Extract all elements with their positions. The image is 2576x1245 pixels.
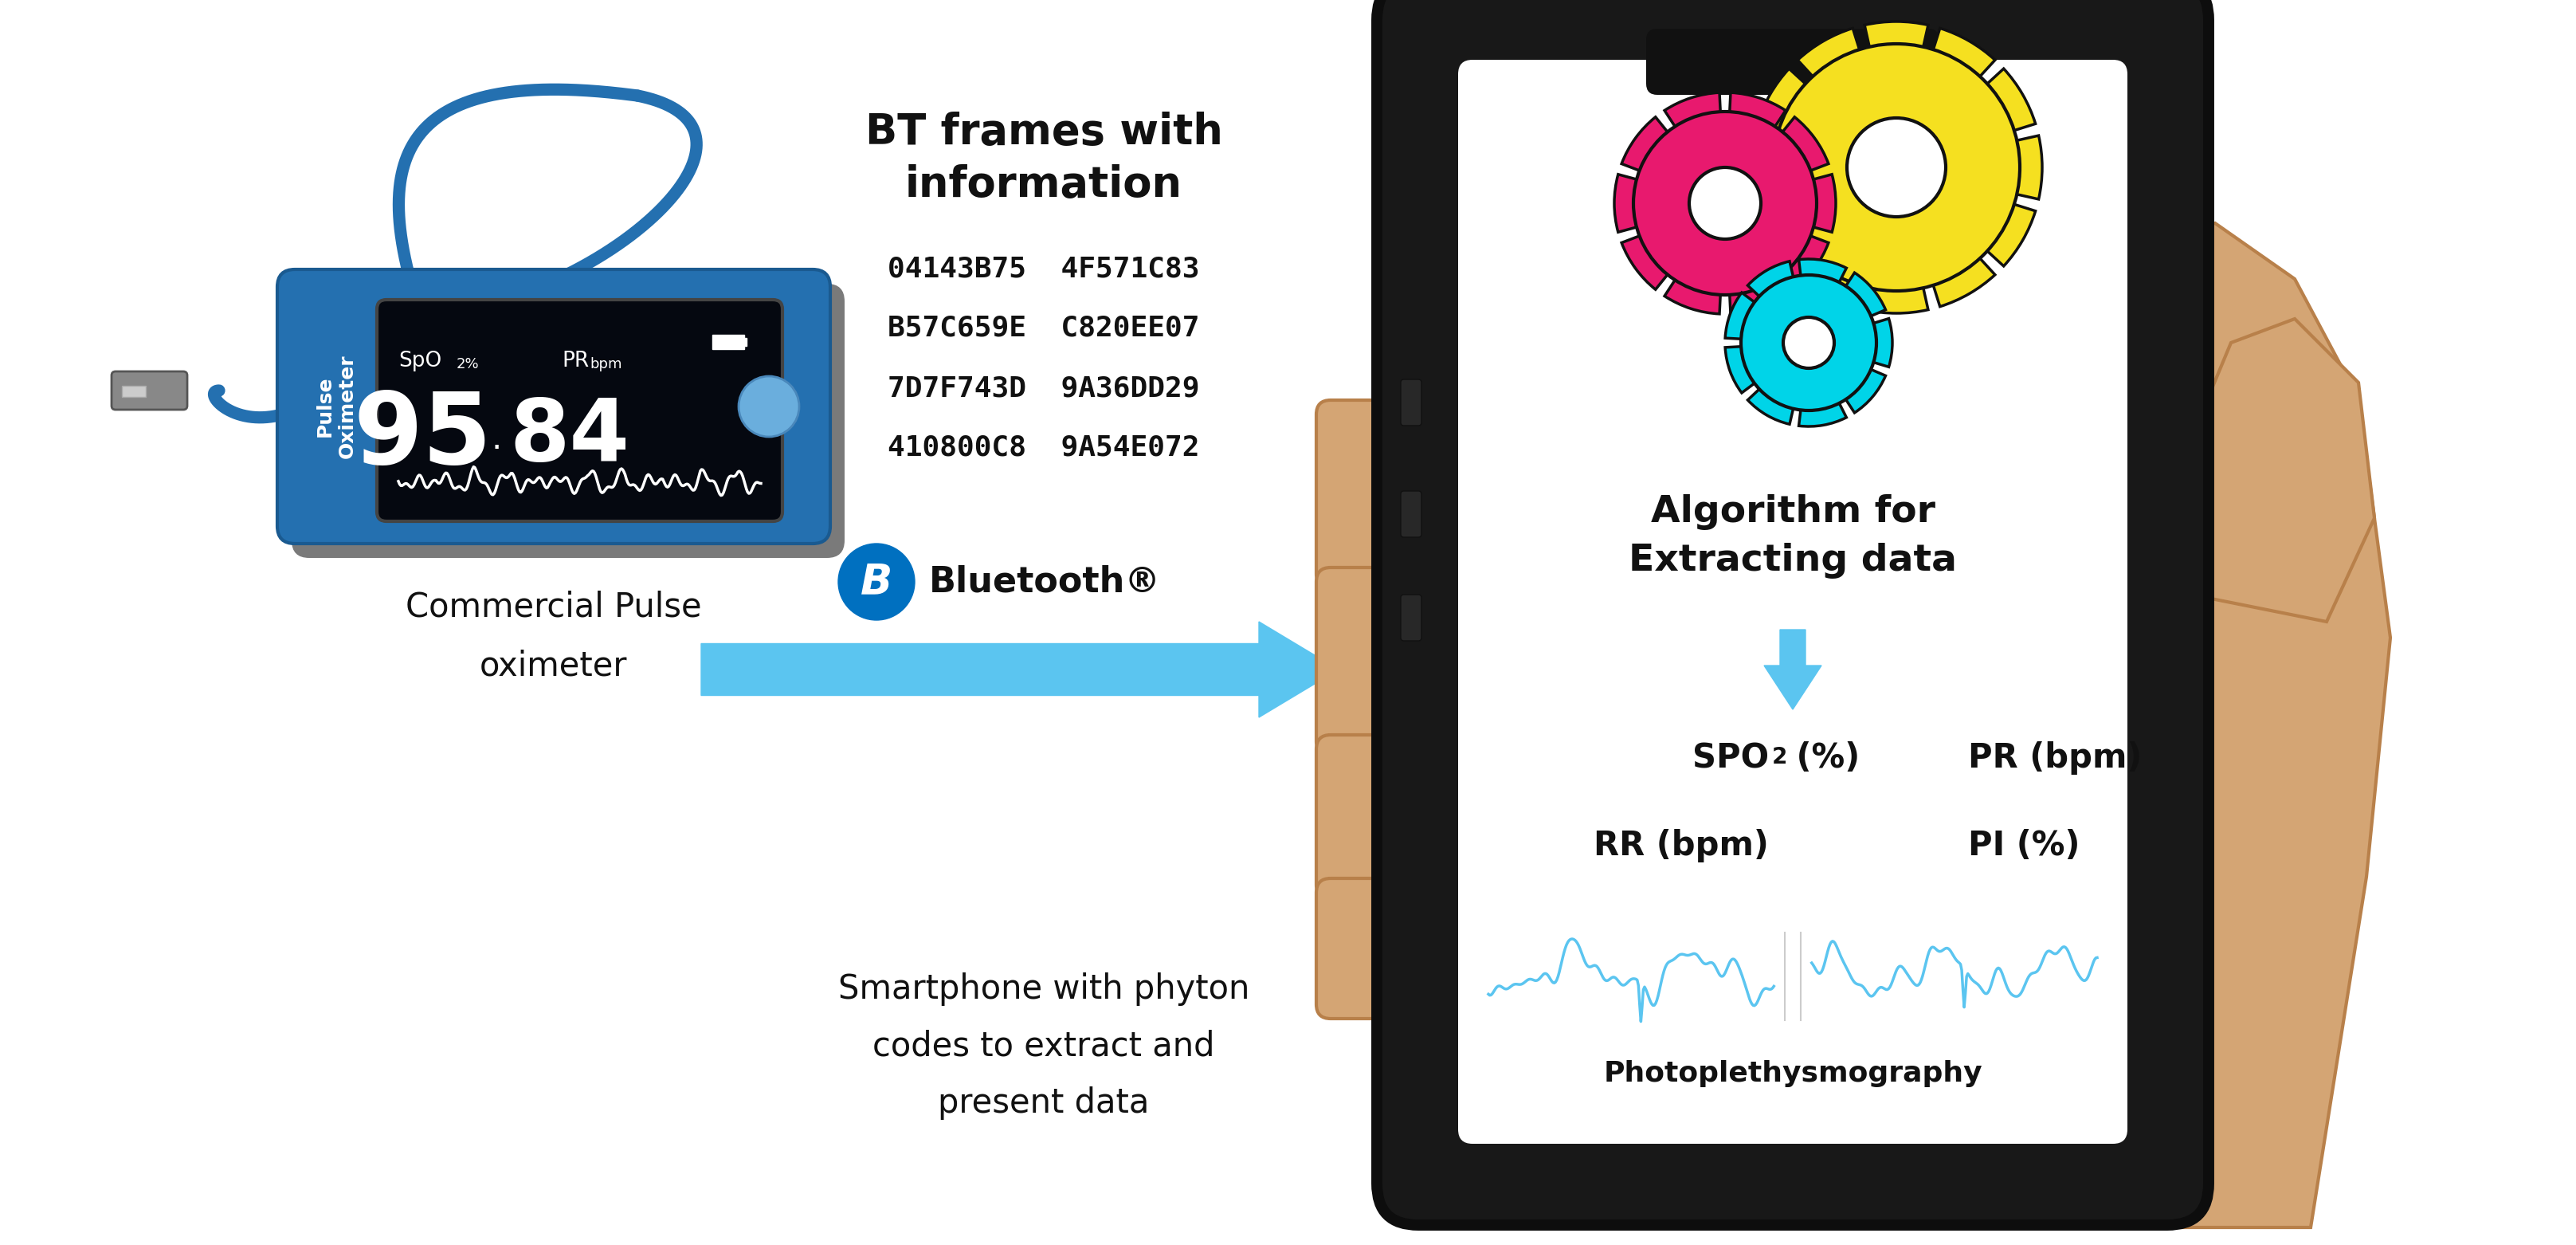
- Wedge shape: [1664, 203, 1726, 314]
- Wedge shape: [1757, 68, 1896, 167]
- FancyBboxPatch shape: [1401, 491, 1422, 537]
- FancyBboxPatch shape: [1316, 568, 1425, 756]
- Circle shape: [1741, 275, 1875, 411]
- Bar: [714, 336, 729, 349]
- Wedge shape: [1798, 29, 1896, 167]
- Circle shape: [837, 544, 914, 620]
- Text: Commercial Pulse
oximeter: Commercial Pulse oximeter: [404, 590, 701, 684]
- Polygon shape: [2192, 319, 2375, 621]
- Wedge shape: [1747, 342, 1808, 425]
- Wedge shape: [1798, 342, 1847, 427]
- Text: B57C659E  C820EE07: B57C659E C820EE07: [889, 315, 1200, 342]
- FancyBboxPatch shape: [291, 284, 845, 558]
- FancyBboxPatch shape: [714, 335, 744, 349]
- Text: 84: 84: [510, 395, 629, 479]
- Wedge shape: [1752, 136, 1896, 199]
- FancyBboxPatch shape: [278, 269, 829, 544]
- Text: Algorithm for
Extracting data: Algorithm for Extracting data: [1628, 494, 1958, 579]
- FancyBboxPatch shape: [1316, 735, 1425, 899]
- Polygon shape: [1577, 223, 2391, 1228]
- Wedge shape: [1726, 293, 1808, 342]
- Text: SPO: SPO: [1692, 741, 1770, 774]
- FancyArrow shape: [1765, 630, 1821, 710]
- FancyBboxPatch shape: [1316, 400, 1425, 588]
- FancyBboxPatch shape: [1316, 879, 1425, 1018]
- Wedge shape: [1726, 92, 1785, 203]
- Wedge shape: [1808, 319, 1893, 367]
- Wedge shape: [1896, 136, 2043, 199]
- Wedge shape: [1664, 92, 1726, 203]
- Text: 95: 95: [353, 388, 492, 486]
- Text: PI (%): PI (%): [1968, 829, 2079, 863]
- Text: Bluetooth®: Bluetooth®: [930, 565, 1162, 599]
- Wedge shape: [1808, 342, 1886, 413]
- Text: PR (bpm): PR (bpm): [1968, 741, 2143, 774]
- Circle shape: [1633, 112, 1816, 295]
- FancyBboxPatch shape: [1401, 380, 1422, 426]
- Text: 04143B75  4F571C83: 04143B75 4F571C83: [889, 255, 1200, 283]
- Circle shape: [739, 376, 799, 437]
- Text: RR (bpm): RR (bpm): [1595, 829, 1770, 863]
- Wedge shape: [1896, 167, 2035, 266]
- Wedge shape: [1747, 261, 1808, 342]
- Text: 7D7F743D  9A36DD29: 7D7F743D 9A36DD29: [889, 375, 1200, 402]
- Wedge shape: [1808, 273, 1886, 342]
- Text: bpm: bpm: [590, 357, 621, 371]
- Text: B: B: [860, 561, 891, 603]
- Bar: [121, 386, 147, 397]
- Wedge shape: [1726, 203, 1785, 314]
- Text: SpO: SpO: [399, 351, 443, 371]
- Circle shape: [1783, 317, 1834, 369]
- Text: Pulse
Oximeter: Pulse Oximeter: [317, 355, 358, 458]
- FancyBboxPatch shape: [1401, 595, 1422, 641]
- Text: Smartphone with phyton
codes to extract and
present data: Smartphone with phyton codes to extract …: [837, 972, 1249, 1120]
- Circle shape: [1772, 44, 2020, 291]
- Text: PR: PR: [562, 351, 590, 371]
- Text: 2: 2: [1772, 746, 1788, 768]
- FancyBboxPatch shape: [111, 371, 188, 410]
- Wedge shape: [1798, 259, 1847, 342]
- FancyBboxPatch shape: [376, 300, 783, 522]
- Wedge shape: [1865, 21, 1929, 167]
- Wedge shape: [1865, 167, 1929, 314]
- Wedge shape: [1615, 174, 1726, 232]
- Bar: [742, 337, 747, 346]
- Text: (%): (%): [1785, 741, 1860, 774]
- Wedge shape: [1896, 167, 1994, 306]
- Wedge shape: [1726, 342, 1808, 393]
- Wedge shape: [1896, 29, 1994, 167]
- FancyBboxPatch shape: [1458, 60, 2128, 1144]
- Text: 410800C8  9A54E072: 410800C8 9A54E072: [889, 435, 1200, 462]
- Text: ·: ·: [492, 432, 502, 466]
- Circle shape: [1847, 118, 1945, 217]
- Text: 2%: 2%: [456, 357, 479, 371]
- Wedge shape: [1726, 203, 1829, 290]
- FancyBboxPatch shape: [1646, 29, 1940, 95]
- Wedge shape: [1726, 174, 1837, 232]
- Circle shape: [1690, 167, 1762, 239]
- Wedge shape: [1896, 68, 2035, 167]
- Text: Photoplethysmography: Photoplethysmography: [1602, 1059, 1984, 1087]
- Wedge shape: [1620, 117, 1726, 203]
- Wedge shape: [1726, 117, 1829, 203]
- Wedge shape: [1620, 203, 1726, 290]
- FancyArrow shape: [701, 621, 1340, 717]
- Wedge shape: [1798, 167, 1896, 306]
- FancyBboxPatch shape: [1376, 0, 2208, 1225]
- Wedge shape: [1757, 167, 1896, 266]
- Text: BT frames with
information: BT frames with information: [866, 112, 1224, 205]
- Circle shape: [1886, 49, 1906, 71]
